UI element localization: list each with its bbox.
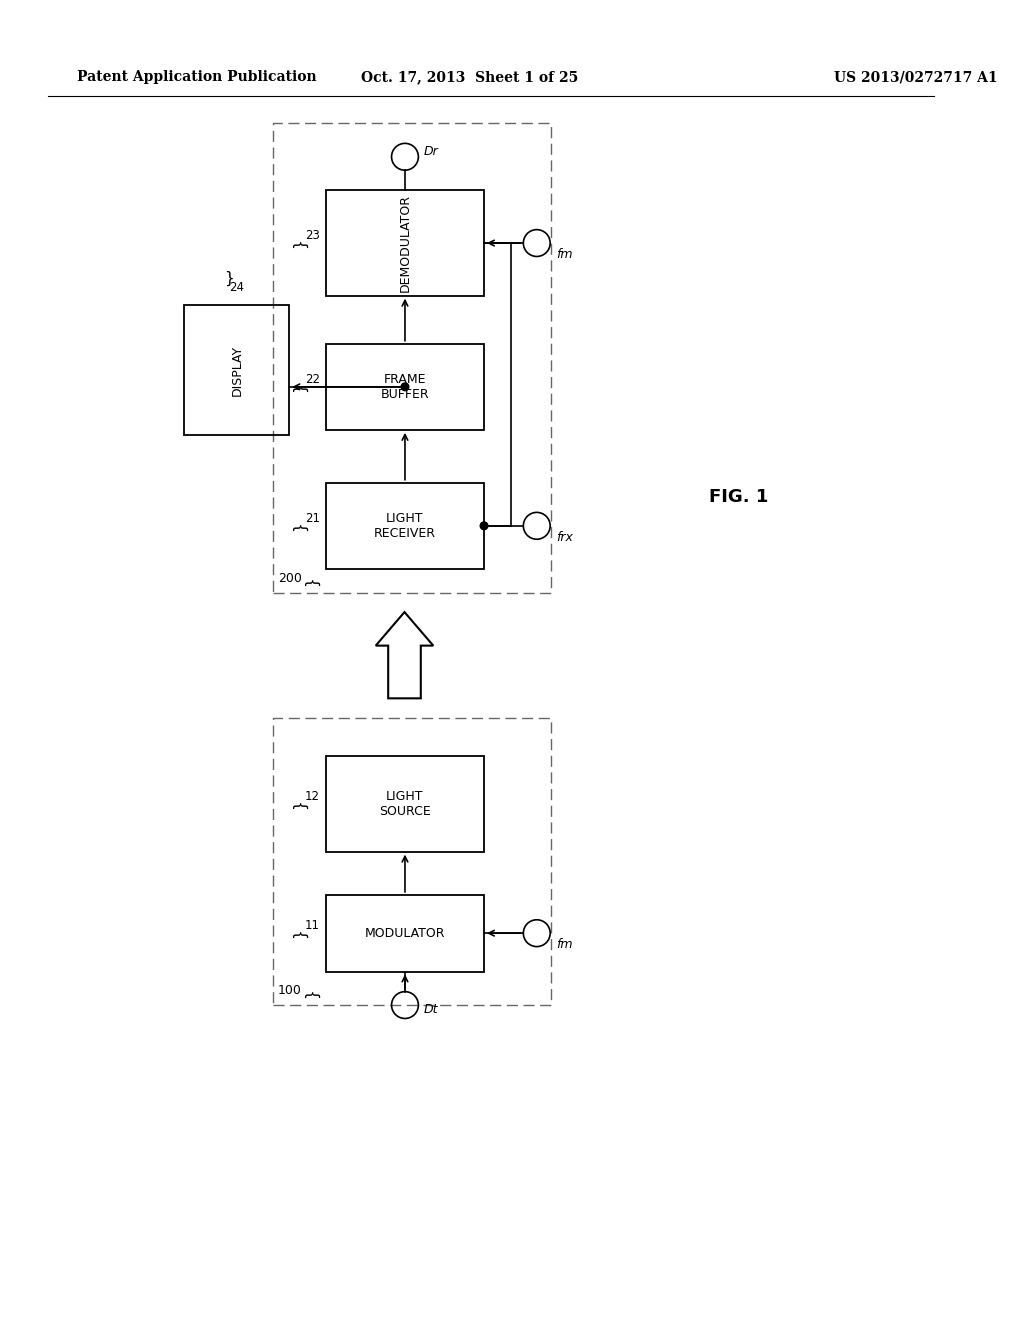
Text: }: } [292, 799, 307, 809]
Bar [326, 190, 484, 296]
Text: }: } [224, 271, 233, 286]
Text: }: } [292, 521, 307, 531]
Text: DEMODULATOR: DEMODULATOR [398, 194, 412, 292]
Text: 23: 23 [305, 228, 321, 242]
Text: 12: 12 [305, 789, 321, 803]
Text: Dt: Dt [424, 1003, 438, 1016]
Text: LIGHT
RECEIVER: LIGHT RECEIVER [374, 512, 436, 540]
Bar [184, 305, 290, 434]
Text: }: } [304, 989, 319, 998]
Text: }: } [304, 577, 319, 586]
Text: FRAME
BUFFER: FRAME BUFFER [381, 372, 429, 401]
Bar [326, 343, 484, 430]
Text: US 2013/0272717 A1: US 2013/0272717 A1 [834, 70, 997, 84]
Text: MODULATOR: MODULATOR [365, 927, 445, 940]
Bar [326, 483, 484, 569]
Bar [326, 895, 484, 972]
Text: Oct. 17, 2013  Sheet 1 of 25: Oct. 17, 2013 Sheet 1 of 25 [361, 70, 579, 84]
Text: frx: frx [556, 531, 572, 544]
Text: 200: 200 [278, 573, 302, 585]
Circle shape [401, 383, 409, 391]
Text: }: } [292, 238, 307, 248]
Text: Patent Application Publication: Patent Application Publication [77, 70, 316, 84]
Text: 22: 22 [305, 372, 321, 385]
Circle shape [480, 521, 487, 529]
Text: DISPLAY: DISPLAY [230, 345, 244, 396]
Text: 100: 100 [278, 985, 302, 998]
Bar [273, 123, 551, 593]
Bar [273, 718, 551, 1005]
Text: }: } [292, 928, 307, 939]
Text: Dr: Dr [424, 145, 439, 158]
Text: fm: fm [556, 248, 572, 261]
Text: }: } [292, 381, 307, 392]
Text: 21: 21 [305, 512, 321, 524]
Text: fm: fm [556, 939, 572, 952]
Text: 11: 11 [305, 919, 321, 932]
Bar [326, 756, 484, 851]
Text: 24: 24 [229, 281, 245, 294]
Text: LIGHT
SOURCE: LIGHT SOURCE [379, 789, 431, 818]
Text: FIG. 1: FIG. 1 [710, 488, 769, 506]
